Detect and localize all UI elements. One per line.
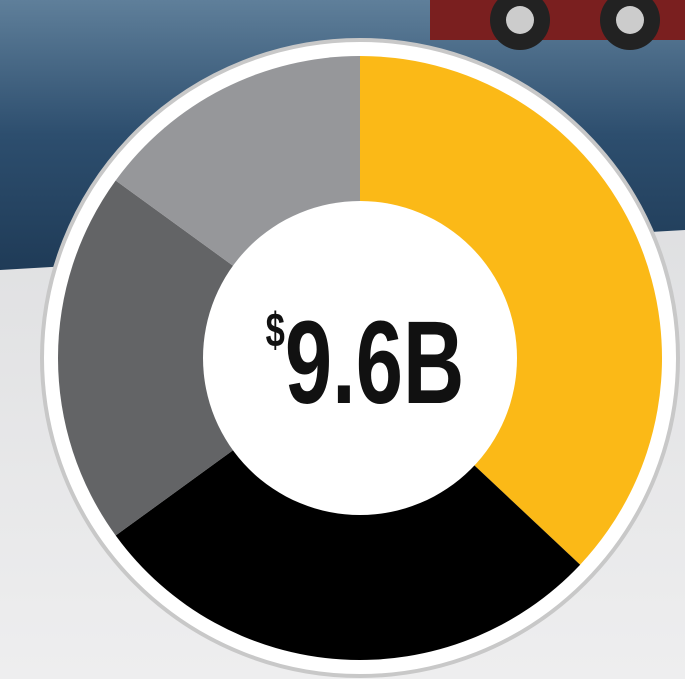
donut-slice [360,56,662,565]
truck-wheels [430,0,685,50]
center-currency: $ [266,303,285,357]
donut-hole [203,201,517,515]
center-label: $9.6B [266,296,465,428]
center-amount: 9.6B [285,296,464,428]
